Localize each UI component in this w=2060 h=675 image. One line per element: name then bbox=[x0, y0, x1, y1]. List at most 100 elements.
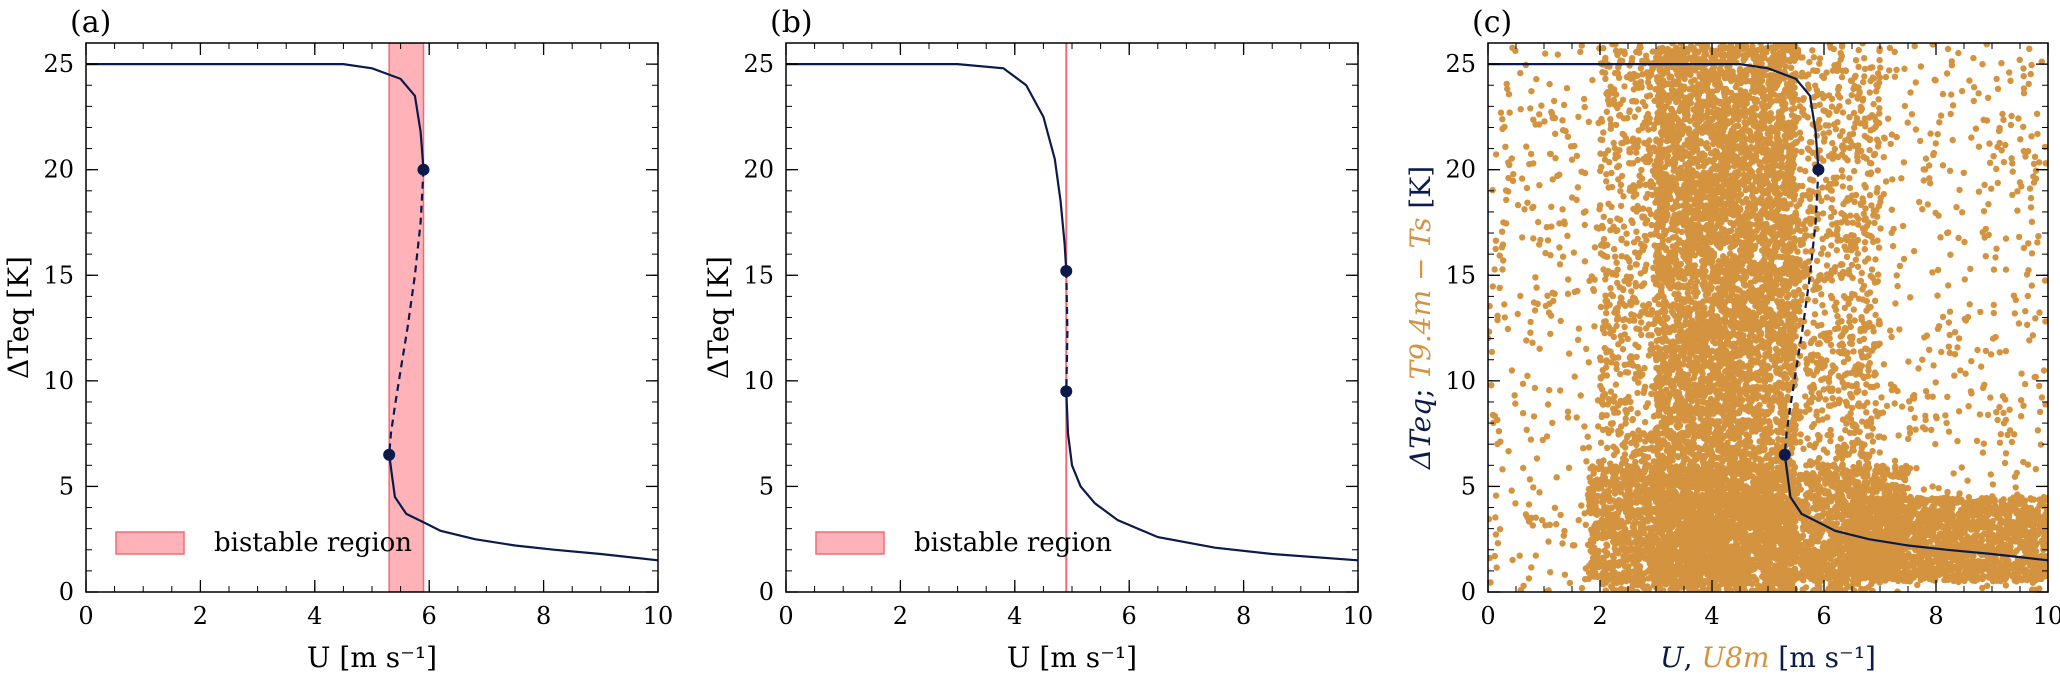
scatter-point bbox=[1813, 412, 1820, 419]
scatter-point bbox=[1946, 331, 1953, 339]
scatter-point bbox=[1799, 192, 1807, 199]
scatter-point bbox=[1873, 88, 1880, 95]
scatter-point bbox=[1839, 183, 1847, 190]
scatter-point bbox=[1869, 74, 1877, 81]
scatter-point bbox=[1620, 131, 1628, 139]
plot-area bbox=[86, 43, 658, 592]
scatter-point bbox=[1848, 77, 1856, 84]
scatter-point bbox=[1996, 403, 2003, 411]
scatter-point bbox=[1901, 65, 1908, 73]
scatter-point bbox=[1859, 286, 1866, 293]
scatter-point bbox=[1871, 150, 1879, 158]
scatter-point bbox=[1638, 282, 1645, 290]
scatter-point bbox=[1865, 453, 1872, 461]
scatter-point bbox=[1539, 436, 1547, 444]
scatter-point bbox=[1546, 80, 1553, 88]
stable-branch-line bbox=[1065, 391, 1358, 562]
scatter-point bbox=[1975, 90, 1982, 97]
scatter-point bbox=[1946, 349, 1954, 357]
scatter-point bbox=[1928, 426, 1935, 434]
scatter-point bbox=[1628, 361, 1635, 368]
scatter-point bbox=[2010, 292, 2018, 299]
scatter-point bbox=[1858, 362, 1866, 369]
scatter-point bbox=[1591, 244, 1599, 251]
scatter-point bbox=[1618, 172, 1626, 180]
scatter-point bbox=[1932, 140, 1940, 147]
scatter-point bbox=[1968, 390, 1975, 397]
scatter-point bbox=[1542, 302, 1550, 310]
scatter-point bbox=[1974, 346, 1981, 354]
scatter-point bbox=[1951, 372, 1958, 379]
scatter-point bbox=[1635, 127, 1642, 134]
scatter-point bbox=[1530, 160, 1537, 167]
scatter-point bbox=[1804, 81, 1812, 88]
scatter-point bbox=[1932, 379, 1939, 386]
scatter-point bbox=[1531, 307, 1539, 314]
scatter-point bbox=[1851, 167, 1858, 175]
scatter-point bbox=[1623, 240, 1630, 247]
scatter-point bbox=[1906, 429, 1914, 437]
scatter-point bbox=[1597, 354, 1604, 361]
scatter-point bbox=[1603, 372, 1611, 379]
scatter-point bbox=[1816, 340, 1824, 347]
scatter-point bbox=[1906, 424, 1913, 432]
scatter-point bbox=[1858, 314, 1865, 321]
scatter-point bbox=[1621, 48, 1628, 55]
scatter-point bbox=[1997, 431, 2005, 438]
scatter-point bbox=[1544, 292, 1551, 299]
scatter-point bbox=[1932, 440, 1939, 448]
scatter-point bbox=[1927, 130, 1934, 137]
scatter-point bbox=[1536, 121, 1543, 128]
scatter-point bbox=[1932, 209, 1939, 217]
scatter-point bbox=[1875, 244, 1883, 251]
scatter-point bbox=[2006, 69, 2013, 76]
scatter-point bbox=[1640, 213, 1648, 220]
scatter-point bbox=[1646, 92, 1654, 99]
scatter-point bbox=[1618, 295, 1625, 302]
scatter-point bbox=[1904, 119, 1911, 126]
scatter-point bbox=[1912, 426, 1919, 433]
scatter-point bbox=[1527, 318, 1534, 326]
scatter-point bbox=[1854, 263, 1862, 270]
scatter-point bbox=[1988, 185, 1995, 192]
scatter-point bbox=[1993, 165, 2000, 173]
scatter-point bbox=[1843, 253, 1851, 260]
scatter-point bbox=[1527, 105, 1534, 112]
scatter-point bbox=[1617, 429, 1624, 436]
scatter-point bbox=[1841, 304, 1849, 312]
scatter-point bbox=[1806, 195, 1814, 202]
scatter-point bbox=[2000, 158, 2008, 166]
scatter-point bbox=[1591, 323, 1598, 330]
bifurcation-point bbox=[1060, 265, 1073, 278]
scatter-point bbox=[1559, 540, 1566, 547]
scatter-point bbox=[1581, 423, 1588, 430]
scatter-point bbox=[1831, 145, 1839, 153]
axes-frame bbox=[85, 42, 659, 593]
scatter-point bbox=[1926, 162, 1933, 169]
scatter-point bbox=[2034, 427, 2042, 434]
scatter-point bbox=[1959, 209, 1966, 216]
scatter-point bbox=[1831, 208, 1838, 216]
scatter-point bbox=[1836, 341, 1843, 349]
scatter-point bbox=[1911, 43, 1918, 50]
scatter-point bbox=[1599, 69, 1606, 76]
scatter-point bbox=[2017, 413, 2025, 420]
scatter-point bbox=[1497, 438, 1504, 445]
scatter-point bbox=[1981, 234, 1988, 241]
scatter-point bbox=[1871, 297, 1879, 304]
scatter-point bbox=[1525, 518, 1533, 525]
scatter-point bbox=[1816, 436, 1823, 443]
scatter-point bbox=[1869, 324, 1876, 331]
scatter-point bbox=[1605, 200, 1612, 207]
scatter-point bbox=[1816, 588, 1823, 592]
legend-swatch bbox=[115, 531, 185, 555]
scatter-point bbox=[1634, 389, 1641, 397]
scatter-point bbox=[1641, 267, 1648, 275]
scatter-point bbox=[2027, 194, 2035, 202]
scatter-point bbox=[2024, 292, 2032, 300]
x-tick-label: 8 bbox=[1236, 602, 1251, 630]
unstable-branch-line bbox=[1065, 270, 1069, 392]
scatter-point bbox=[1838, 53, 1846, 60]
scatter-point bbox=[1804, 114, 1812, 121]
scatter-point bbox=[1636, 205, 1644, 213]
